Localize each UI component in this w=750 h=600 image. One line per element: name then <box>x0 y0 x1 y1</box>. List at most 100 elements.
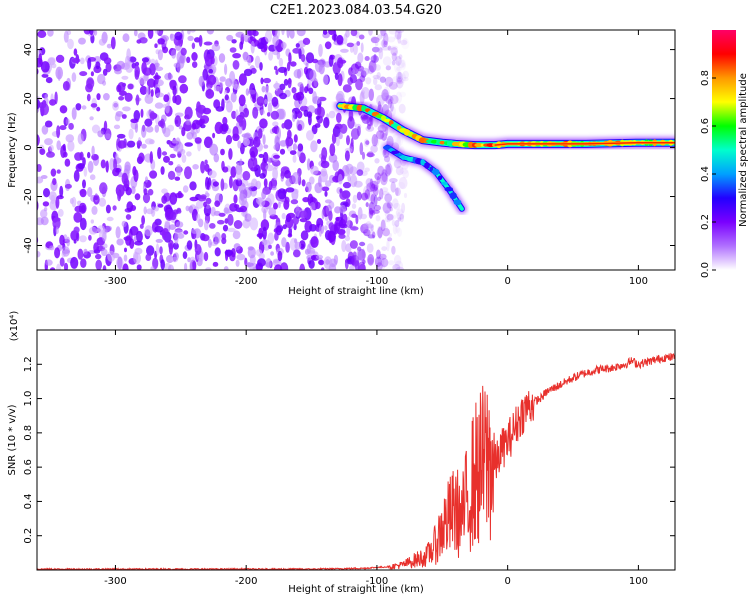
noise-blob <box>369 178 373 187</box>
noise-blob <box>382 228 390 237</box>
y-tick-label: 40 <box>23 43 34 56</box>
noise-blob <box>230 166 237 178</box>
noise-blob <box>198 75 205 87</box>
noise-blob <box>178 75 187 84</box>
noise-blob <box>214 231 221 244</box>
noise-blob <box>386 201 392 209</box>
noise-blob <box>46 151 55 158</box>
noise-blob <box>351 213 357 218</box>
noise-blob <box>400 59 406 70</box>
noise-blob <box>294 241 302 250</box>
noise-blob <box>191 228 199 234</box>
noise-blob <box>173 62 180 68</box>
noise-blob <box>230 92 237 103</box>
noise-blob <box>279 83 286 91</box>
noise-blob <box>263 178 268 188</box>
noise-blob <box>376 176 381 185</box>
noise-blob <box>386 202 393 209</box>
noise-blob <box>238 193 248 206</box>
noise-blob <box>274 264 283 270</box>
noise-blob <box>314 182 323 194</box>
noise-blob <box>374 84 382 91</box>
noise-blob <box>89 116 94 121</box>
noise-blob <box>370 36 380 44</box>
noise-blob <box>224 63 228 75</box>
noise-blob <box>388 81 398 90</box>
noise-blob <box>397 227 402 237</box>
noise-blob <box>55 227 59 234</box>
noise-blob <box>232 53 242 59</box>
noise-blob <box>290 199 299 205</box>
noise-blob <box>63 151 68 158</box>
noise-blob <box>154 30 159 34</box>
noise-blob <box>233 243 241 251</box>
noise-blob <box>125 214 132 220</box>
noise-blob <box>78 37 86 45</box>
noise-blob <box>395 30 404 34</box>
noise-blob <box>186 56 191 63</box>
noise-blob <box>129 226 139 236</box>
colorbar-label: Normalized spectral amplitude <box>738 73 749 227</box>
noise-blob <box>208 68 214 74</box>
noise-blob <box>395 91 403 104</box>
noise-blob <box>153 75 162 80</box>
noise-blob <box>88 234 92 241</box>
noise-blob <box>167 124 175 132</box>
noise-blob <box>379 188 384 200</box>
noise-blob <box>149 63 156 76</box>
noise-blob <box>139 85 148 95</box>
noise-blob <box>145 176 148 183</box>
noise-blob <box>328 30 335 36</box>
noise-blob <box>171 49 177 59</box>
noise-blob <box>68 122 74 130</box>
noise-blob <box>314 201 321 210</box>
noise-blob <box>37 251 41 258</box>
noise-blob <box>203 41 213 46</box>
noise-blob <box>376 72 381 80</box>
noise-blob <box>206 30 214 35</box>
noise-blob <box>91 124 101 134</box>
noise-blob <box>39 148 46 155</box>
noise-blob <box>387 98 393 109</box>
noise-blob <box>233 84 240 90</box>
snr-series <box>37 352 675 570</box>
noise-blob <box>214 247 221 257</box>
noise-blob <box>130 118 139 124</box>
noise-blob <box>106 216 114 222</box>
noise-blob <box>144 118 153 127</box>
noise-blob <box>377 124 387 133</box>
noise-blob <box>297 82 304 88</box>
x-tick-label: 0 <box>504 276 510 287</box>
noise-blob <box>160 259 165 270</box>
noise-blob <box>105 160 109 173</box>
noise-blob <box>182 185 189 193</box>
noise-blob <box>351 255 355 266</box>
y-tick-label: 0 <box>23 144 34 150</box>
noise-blob <box>261 205 268 214</box>
noise-blob <box>157 203 164 208</box>
noise-blob <box>172 242 179 250</box>
noise-blob <box>309 224 317 232</box>
noise-blob <box>342 213 348 225</box>
noise-blob <box>152 257 159 270</box>
noise-blob <box>45 77 53 84</box>
noise-blob <box>242 170 251 181</box>
noise-blob <box>123 254 128 262</box>
noise-blob <box>371 46 380 53</box>
noise-blob <box>380 39 388 48</box>
noise-blob <box>394 220 400 227</box>
y-tick-label: 0.6 <box>23 459 34 475</box>
noise-blob <box>102 231 107 242</box>
noise-blob <box>139 37 148 44</box>
noise-blob <box>44 94 48 99</box>
snr-multiplier: (x10⁴) <box>9 311 20 342</box>
noise-blob <box>278 108 286 120</box>
noise-blob <box>228 148 233 160</box>
noise-blob <box>252 106 259 119</box>
noise-blob <box>121 172 128 185</box>
noise-blob <box>59 105 68 114</box>
noise-blob <box>196 105 203 118</box>
track-blob <box>432 168 440 176</box>
noise-blob <box>264 262 272 268</box>
noise-blob <box>89 30 94 36</box>
